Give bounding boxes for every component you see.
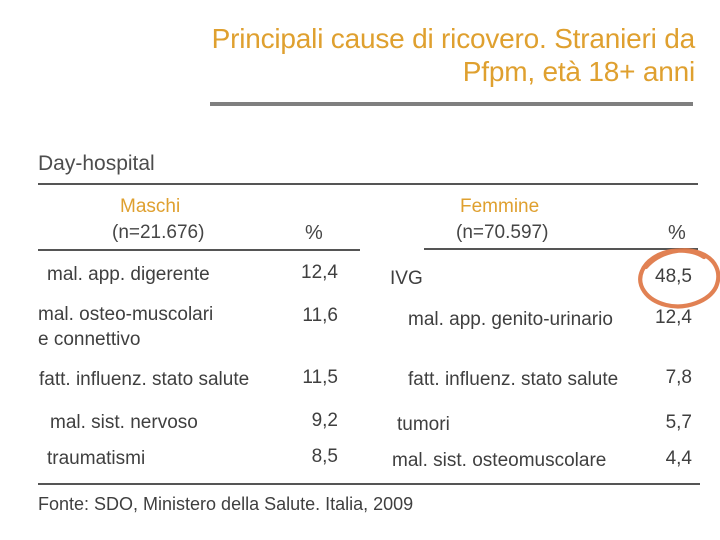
- table-row-label: tumori: [397, 414, 450, 435]
- table-row-label: mal. sist. osteomuscolare: [392, 450, 607, 471]
- left-group-header: Maschi: [120, 196, 181, 217]
- table-row-label: mal. app. genito-urinario: [408, 309, 613, 330]
- title-underline-bar: [210, 102, 693, 106]
- highlight-circle-annotation: [638, 248, 720, 309]
- right-header-rule: [424, 248, 698, 250]
- right-group-header: Femmine: [460, 196, 540, 217]
- table-top-rule: [38, 183, 698, 185]
- table-row-label: mal. sist. nervoso: [50, 412, 198, 433]
- table-row-value: 12,4: [655, 307, 692, 328]
- table-row-label: fatt. influenz. stato salute: [39, 369, 250, 390]
- table-bottom-rule: [38, 483, 700, 485]
- slide-title-line1: Principali cause di ricovero. Stranieri …: [211, 23, 696, 54]
- table-row-label: mal. osteo-muscolari e connettivo: [38, 304, 214, 350]
- table-row-label: traumatismi: [47, 448, 146, 469]
- table-row-label: mal. app. digerente: [47, 264, 210, 285]
- table-row-value: 4,4: [665, 448, 692, 469]
- table-row-value: 8,5: [311, 446, 338, 467]
- right-n-header: (n=70.597): [456, 222, 549, 243]
- section-label: Day-hospital: [38, 152, 155, 175]
- table-row-value: 5,7: [665, 412, 692, 433]
- table-row-value: 11,6: [302, 305, 338, 326]
- slide-title: Principali cause di ricovero. Stranieri …: [45, 22, 696, 88]
- table-row-value: 9,2: [311, 410, 338, 431]
- table-row-label: fatt. influenz. stato salute: [408, 369, 619, 390]
- table-row-value: 48,5: [655, 266, 692, 287]
- table-row-label: IVG: [390, 268, 423, 289]
- table-row-value: 12,4: [301, 262, 338, 283]
- left-header-rule: [38, 249, 360, 251]
- slide-title-line2: Pfpm, età 18+ anni: [462, 56, 695, 87]
- table-row-value: 11,5: [302, 367, 338, 388]
- left-pct-header: %: [305, 222, 323, 244]
- left-n-header: (n=21.676): [112, 222, 205, 243]
- table-row-value: 7,8: [665, 367, 692, 388]
- source-footer: Fonte: SDO, Ministero della Salute. Ital…: [38, 494, 414, 514]
- right-pct-header: %: [668, 222, 686, 244]
